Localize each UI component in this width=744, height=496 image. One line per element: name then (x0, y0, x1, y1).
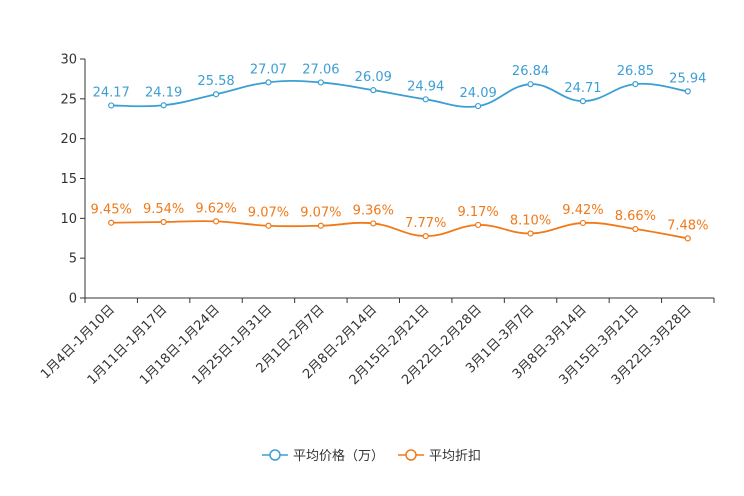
discount-data-label: 7.77% (405, 216, 446, 231)
discount-data-label: 7.48% (667, 218, 708, 233)
price-point[interactable] (422, 96, 429, 103)
price-point[interactable] (212, 91, 220, 98)
series-layer: 24.17 24.19 25.58 27.07 27.06 26.09 24.94 24.09… (91, 62, 708, 242)
discount-point[interactable] (212, 218, 220, 225)
discount-point[interactable] (265, 222, 272, 229)
discount-data-label: 9.36% (353, 203, 394, 218)
discount-data-label: 9.42% (562, 203, 603, 218)
price-data-label: 26.09 (355, 70, 392, 85)
legend-discount-label: 平均折扣 (429, 449, 481, 464)
discount-data-label: 8.10% (510, 213, 551, 228)
legend[interactable]: 平均价格（万） 平均折扣 (262, 448, 481, 464)
discount-series-line (111, 220, 688, 240)
price-data-label: 27.06 (302, 62, 339, 77)
legend-price-marker-icon (269, 449, 281, 461)
discount-point[interactable] (108, 219, 115, 226)
discount-data-label: 9.45% (91, 203, 132, 218)
discount-point[interactable] (684, 235, 691, 242)
discount-data-label: 9.62% (195, 201, 236, 216)
discount-point[interactable] (632, 225, 639, 233)
price-point[interactable] (317, 79, 324, 86)
y-tick-label: 20 (60, 132, 77, 147)
discount-point[interactable] (317, 222, 324, 229)
discount-data-label: 9.07% (248, 206, 289, 221)
y-tick-label: 15 (60, 172, 77, 187)
price-data-label: 27.07 (250, 62, 287, 77)
legend-discount-marker-icon (405, 449, 417, 461)
legend-item-price[interactable]: 平均价格（万） (262, 448, 384, 464)
discount-point[interactable] (160, 218, 167, 226)
y-tick-label: 0 (69, 292, 77, 307)
discount-point[interactable] (370, 220, 377, 227)
discount-point[interactable] (579, 219, 587, 227)
price-data-label: 24.09 (460, 86, 497, 101)
price-point[interactable] (108, 102, 115, 109)
axes: 0510152025301月4日-1月10日1月11日-1月17日1月18日-1… (38, 53, 715, 388)
price-data-label: 26.84 (512, 64, 549, 79)
price-series-line (111, 80, 688, 108)
price-point[interactable] (370, 87, 377, 94)
price-data-label: 25.94 (669, 71, 706, 86)
y-tick-label: 25 (60, 92, 77, 107)
legend-price-label: 平均价格（万） (293, 448, 384, 464)
discount-point[interactable] (422, 232, 429, 240)
discount-data-label: 8.66% (615, 209, 656, 224)
price-point[interactable] (475, 102, 482, 110)
price-point[interactable] (265, 79, 272, 86)
discount-data-label: 9.54% (143, 202, 184, 217)
y-tick-label: 10 (60, 212, 77, 227)
discount-point[interactable] (475, 221, 482, 229)
price-data-label: 24.19 (145, 85, 182, 100)
discount-data-label: 9.07% (300, 206, 341, 221)
discount-point[interactable] (527, 230, 534, 237)
y-tick-label: 30 (60, 53, 77, 68)
price-data-label: 24.94 (407, 79, 444, 94)
price-data-label: 24.71 (564, 81, 601, 96)
y-tick-label: 5 (69, 252, 77, 267)
price-data-label: 26.85 (617, 64, 654, 79)
price-point[interactable] (527, 81, 534, 88)
price-point[interactable] (579, 98, 587, 105)
price-point[interactable] (632, 80, 639, 88)
price-point[interactable] (684, 88, 691, 95)
legend-item-discount[interactable]: 平均折扣 (398, 449, 481, 464)
discount-data-label: 9.17% (457, 205, 498, 220)
price-point[interactable] (160, 102, 167, 109)
price-data-label: 25.58 (197, 74, 234, 89)
price-data-label: 24.17 (93, 85, 130, 100)
